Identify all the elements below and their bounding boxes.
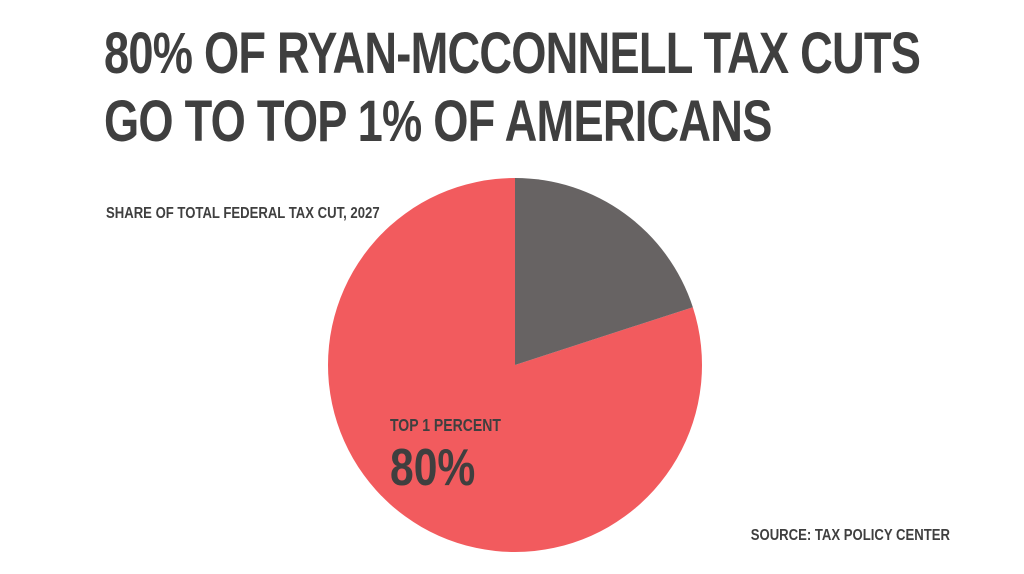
slice-value-label: 80% <box>390 439 475 497</box>
slice-label: TOP 1 PERCENT <box>390 415 501 435</box>
headline-line-2: GO TO TOP 1% OF AMERICANS <box>104 89 772 154</box>
headline: 80% OF RYAN-MCCONNELL TAX CUTS GO TO TOP… <box>104 20 921 156</box>
pie-slices <box>328 178 703 552</box>
pie-labels: TOP 1 PERCENT 80% <box>390 415 501 497</box>
chart-subtitle: SHARE OF TOTAL FEDERAL TAX CUT, 2027 <box>106 205 380 222</box>
headline-line-1: 80% OF RYAN-MCCONNELL TAX CUTS <box>104 21 921 86</box>
source-note: SOURCE: TAX POLICY CENTER <box>750 527 950 544</box>
pie-slice-2 <box>515 178 693 365</box>
